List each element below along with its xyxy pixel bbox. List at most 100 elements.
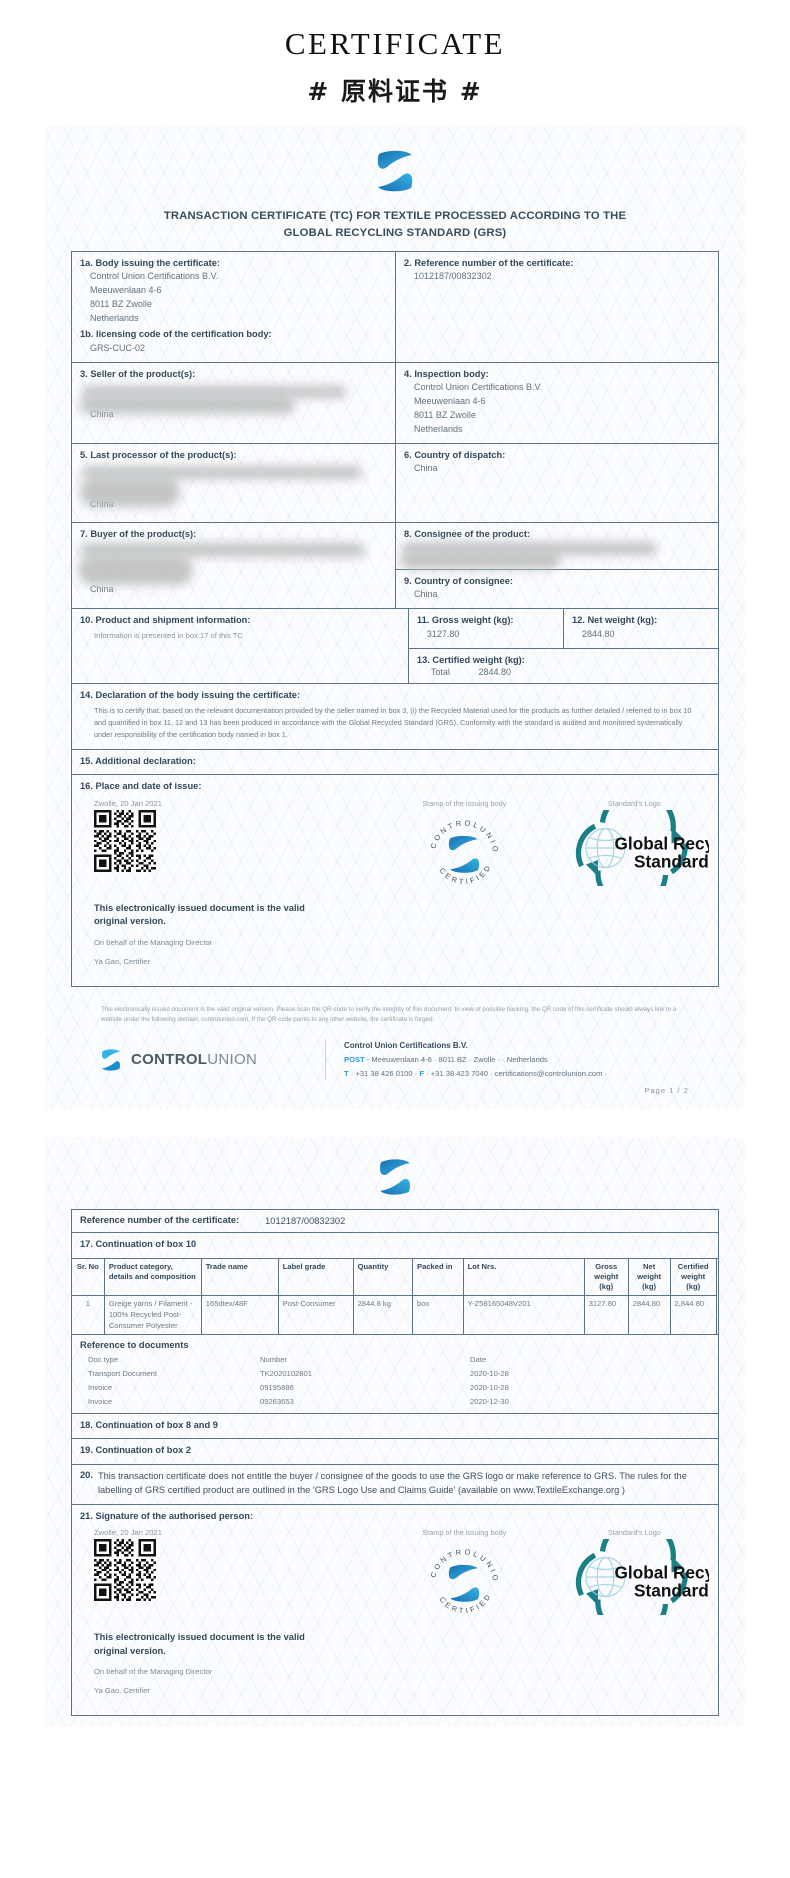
page2-reference-value: 1012187/00832302: [265, 1215, 346, 1226]
redacted-seller-address: [80, 395, 295, 414]
redacted-last-processor-name: [82, 465, 362, 479]
box-16-place-date: Zwolle, 20 Jan 2021: [94, 798, 162, 808]
footer-company: Control Union Certifications B.V.: [344, 1041, 468, 1051]
box-20: 20. This transaction certificate does no…: [72, 1465, 718, 1504]
product-table-body: 1 Greige yarns / Filament - 100% Recycle…: [70, 1295, 717, 1336]
refdocs-th-number: Number: [260, 1354, 288, 1364]
page2-refdocs-row: Reference to documents Doc type Number D…: [72, 1335, 718, 1414]
footer-divider: [325, 1039, 326, 1080]
box-19-label: 19. Continuation of box 2: [80, 1445, 192, 1456]
box-21-captions: Zwolle, 20 Jan 2021 Stamp of the issuing…: [80, 1523, 710, 1537]
box-3-label: 3. Seller of the product(s):: [80, 368, 196, 379]
footer-address: Control Union Certifications B.V. POST -…: [344, 1039, 607, 1080]
refdocs-type-1: Invoice: [88, 1382, 113, 1392]
refdocs-title: Reference to documents: [80, 1340, 189, 1350]
qr-code-wrapper-page2: [80, 1539, 370, 1602]
list-item: Transport Document TK2020102801 2020-10-…: [80, 1366, 710, 1380]
box-10: 10. Product and shipment information: In…: [72, 609, 408, 683]
box-16-marks: CONTROLUNION CERTIFIED: [80, 809, 710, 896]
control-union-certified-stamp-icon: CONTROLUNION CERTIFIED: [421, 810, 498, 886]
box-1b-label: 1b. licensing code of the certification …: [80, 329, 272, 340]
redacted-last-processor-address: [80, 476, 180, 507]
box-8-9-stack: 8. Consignee of the product: 9. Country …: [395, 522, 718, 609]
refdocs-number-0: TK2020102801: [260, 1368, 312, 1378]
box-21-standard-caption: Standard's Logo: [607, 1528, 661, 1538]
box-21-valid-text: This electronically issued document is t…: [94, 1632, 305, 1656]
box-16-valid-text: This electronically issued document is t…: [94, 902, 305, 927]
footer-contact-line: T · +31 38 426 0100 · F · +31 38 423 704…: [344, 1067, 607, 1080]
box-21-on-behalf: On behalf of the Managing Director: [94, 1667, 213, 1677]
box-14-label: 14. Declaration of the body issuing the …: [80, 690, 301, 700]
reference-to-documents: Reference to documents Doc type Number D…: [72, 1335, 718, 1413]
box-9-label: 9. Country of consignee:: [404, 575, 513, 586]
global-recycled-standard-logo-icon-page2: Global Recycled Standard: [576, 1539, 709, 1616]
box-16-signature-text: This electronically issued document is t…: [80, 896, 710, 976]
svg-text:Standard: Standard: [634, 1581, 709, 1601]
form-row-4: 7. Buyer of the product(s): China 8. Con…: [72, 522, 718, 610]
footer-logo-text: CONTROLUNION: [131, 1051, 257, 1068]
refdocs-th-type: Doc type: [88, 1354, 118, 1364]
refdocs-number-1: 09195886: [260, 1382, 294, 1392]
issuing-body-stamp-page2: CONTROLUNION CERTIFIED: [370, 1539, 559, 1625]
refdocs-header-row: Doc type Number Date: [80, 1352, 710, 1366]
box-1a-1b: 1a. Body issuing the certificate: Contro…: [72, 252, 395, 362]
page2-box-20-row: 20. This transaction certificate does no…: [72, 1465, 718, 1505]
list-item: Invoice 09263653 2020-12-30: [80, 1394, 710, 1408]
footer-post-key: POST: [344, 1055, 365, 1065]
box-3-country: China: [90, 408, 114, 419]
form-row-3: 5. Last processor of the product(s): Chi…: [72, 443, 718, 523]
box-16-signer: Ya Gao, Certifier: [94, 956, 150, 966]
issuing-body-stamp: CONTROLUNION CERTIFIED: [370, 810, 559, 896]
redacted-seller-name: [82, 385, 347, 398]
box-16-captions: Zwolle, 20 Jan 2021 Stamp of the issuing…: [80, 794, 710, 808]
footer-tel-key: T: [344, 1068, 349, 1078]
box-2: 2. Reference number of the certificate: …: [395, 251, 718, 362]
footer-main: CONTROLUNION Control Union Certification…: [75, 1039, 715, 1080]
refdocs-type-2: Invoice: [88, 1396, 113, 1406]
product-table: Sr. No Product category, details and com…: [70, 1257, 717, 1336]
box-1a-line-1: Meeuwenlaan 4-6: [90, 285, 162, 296]
box-18: 18. Continuation of box 8 and 9: [72, 1414, 718, 1438]
box-15: 15. Additional declaration:: [72, 750, 718, 774]
box-21: 21. Signature of the authorised person: …: [72, 1505, 718, 1715]
page2-box-17-row: 17. Continuation of box 10: [72, 1233, 718, 1259]
footer-logo-bold: CONTROL: [131, 1051, 208, 1069]
box-15-label: 15. Additional declaration:: [80, 755, 196, 766]
page-title-block: CERTIFICATE # 原料证书 #: [0, 0, 790, 126]
page-subtitle: # 原料证书 #: [307, 77, 483, 106]
product-table-header-row: Sr. No Product category, details and com…: [70, 1257, 717, 1297]
refdocs-type-0: Transport Document: [88, 1368, 157, 1378]
footer-fax-key: F: [419, 1068, 424, 1078]
box-9: 9. Country of consignee: China: [396, 568, 718, 608]
form-row-1: 1a. Body issuing the certificate: Contro…: [72, 251, 718, 363]
box-11-label: 11. Gross weight (kg):: [416, 615, 514, 626]
footer-tel-value: · +31 38 426 0100 ·: [348, 1068, 420, 1078]
box-12: 12. Net weight (kg): 2844.80: [562, 609, 718, 648]
refdocs-table: Doc type Number Date Transport Document …: [80, 1352, 710, 1408]
th-quantity: Quantity: [352, 1257, 414, 1297]
box-6-value: China: [414, 463, 438, 474]
th-sr-no: Sr. No: [70, 1257, 105, 1297]
box-7-country: China: [90, 584, 114, 595]
control-union-certified-stamp-icon-page2: CONTROLUNION CERTIFIED: [421, 1539, 498, 1615]
box-11-value: 3127.80: [426, 628, 460, 639]
page-title: CERTIFICATE: [284, 26, 506, 61]
footer-post-value: - Meeuwenlaan 4-6 · 8011 BZ · Zwolle · ·…: [364, 1055, 548, 1065]
footer-control-union-logo: CONTROLUNION: [97, 1048, 307, 1072]
heading-line-1: TRANSACTION CERTIFICATE (TC) FOR TEXTILE…: [163, 210, 627, 222]
box-9-value: China: [414, 589, 438, 600]
document-heading: TRANSACTION CERTIFICATE (TC) FOR TEXTILE…: [85, 208, 705, 242]
td-sr-no: 1: [70, 1295, 105, 1336]
box-16-label: 16. Place and date of issue:: [80, 781, 202, 792]
box-13-total-label: Total: [430, 667, 450, 677]
th-product: Product category, details and compositio…: [103, 1257, 202, 1297]
box-21-place-date: Zwolle, 20 Jan 2021: [94, 1528, 162, 1538]
box-16-stamp-caption: Stamp of the issuing body: [422, 798, 507, 808]
global-recycled-standard-logo-icon: Global Recycled Standard: [576, 809, 709, 886]
page2-box-21-row: 21. Signature of the authorised person: …: [72, 1505, 718, 1717]
standard-logo-page2: Global Recycled Standard: [559, 1539, 710, 1616]
th-trade-name: Trade name: [200, 1257, 279, 1297]
page2-box-19-row: 19. Continuation of box 2: [72, 1439, 718, 1465]
boxes-11-12: 11. Gross weight (kg): 3127.80 12. Net w…: [408, 609, 718, 649]
th-packed-in: Packed in: [412, 1257, 464, 1297]
